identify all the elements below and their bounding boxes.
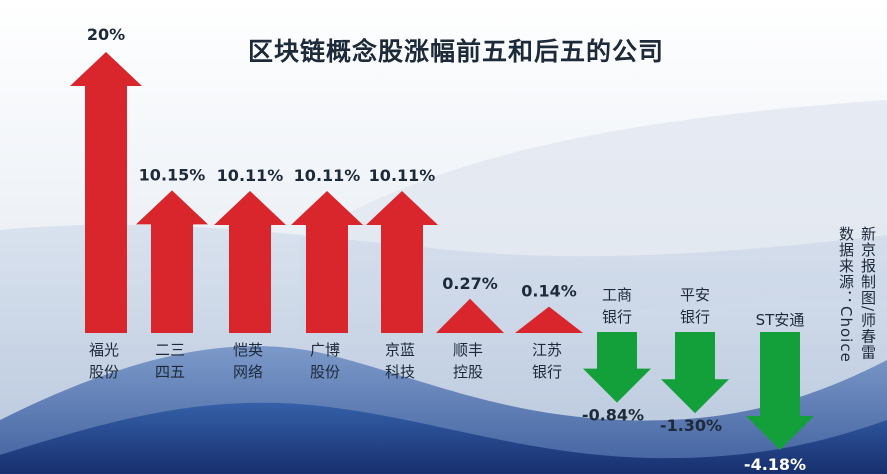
bar-up-5 [366, 190, 438, 333]
bar-up-4 [291, 190, 363, 333]
category-label-2-2: 四五 [155, 363, 185, 381]
value-label-2: 10.15% [139, 165, 206, 184]
category-label-5-1: 京蓝 [385, 341, 415, 359]
category-label-7-2: 银行 [532, 363, 562, 381]
bar-up-6 [436, 298, 504, 333]
category-label-8-1: 工商 [602, 286, 632, 304]
value-label-1: 20% [87, 25, 125, 44]
category-label-1-1: 福光 [89, 341, 119, 359]
value-label-6: 0.27% [442, 274, 498, 293]
chart-title: 区块链概念股涨幅前五和后五的公司 [248, 37, 665, 66]
bar-down-8 [583, 332, 651, 403]
category-label-9-1: 平安 [680, 286, 710, 304]
category-label-4-1: 广博 [310, 341, 340, 359]
category-label-3-1: 恺英 [233, 341, 263, 359]
credit-line: 新京报制图/师春雷 [859, 226, 877, 361]
category-label-6-2: 控股 [453, 363, 483, 381]
category-label-10-1: ST安通 [756, 311, 805, 329]
value-label-10: -4.18% [744, 455, 806, 474]
value-label-5: 10.11% [369, 166, 436, 185]
background-wave-front [0, 402, 887, 474]
category-label-1-2: 股份 [89, 363, 119, 381]
value-label-8: -0.84% [582, 406, 644, 425]
category-label-9-2: 银行 [680, 308, 710, 326]
category-label-5-2: 科技 [385, 363, 415, 381]
category-label-2-1: 二三 [155, 341, 185, 359]
bar-up-2 [136, 190, 208, 333]
value-label-3: 10.11% [217, 166, 284, 185]
bar-up-7 [515, 306, 583, 333]
bar-up-3 [214, 190, 286, 333]
bar-down-10 [746, 332, 814, 450]
bar-up-1 [70, 52, 142, 333]
category-label-8-2: 银行 [602, 308, 632, 326]
bar-down-9 [661, 332, 729, 414]
category-label-3-2: 网络 [233, 363, 263, 381]
category-label-4-2: 股份 [310, 363, 340, 381]
value-label-7: 0.14% [521, 282, 577, 301]
value-label-4: 10.11% [294, 166, 361, 185]
category-label-6-1: 顺丰 [453, 341, 483, 359]
value-label-9: -1.30% [660, 416, 722, 435]
category-label-7-1: 江苏 [532, 341, 562, 359]
source-line: 数据来源：Choice [837, 226, 855, 363]
